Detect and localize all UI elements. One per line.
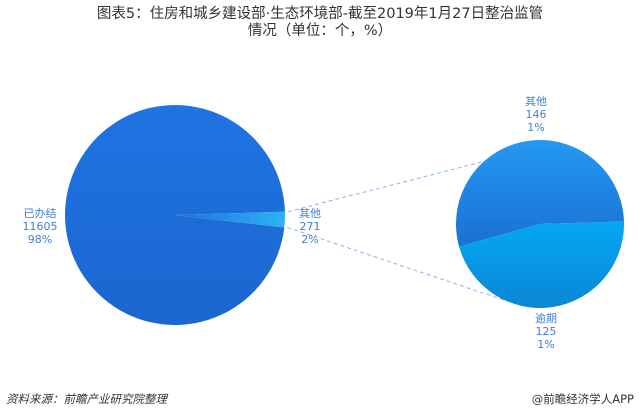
connector-lines bbox=[287, 160, 506, 301]
chart-title-text: 图表5：住房和城乡建设部·生态环境部-截至2019年1月27日整治监管情况（单位… bbox=[96, 6, 544, 39]
label-other-sub-percent: 1% bbox=[527, 121, 545, 134]
label-other-sub-value: 146 bbox=[525, 108, 547, 121]
label-overdue: 逾期 125 1% bbox=[526, 312, 566, 351]
label-completed-name: 已办结 bbox=[23, 207, 57, 220]
label-overdue-percent: 1% bbox=[537, 338, 555, 351]
pie-slice-other-sub bbox=[456, 139, 624, 247]
label-other-sub-name: 其他 bbox=[525, 95, 547, 108]
secondary-pie bbox=[456, 139, 624, 308]
source-note: 资料来源：前瞻产业研究院整理 bbox=[6, 392, 167, 406]
pie-slice-completed bbox=[64, 104, 285, 325]
main-pie bbox=[64, 104, 285, 325]
connector-line-bottom bbox=[287, 226, 506, 301]
label-completed-value: 11605 bbox=[22, 220, 58, 233]
label-overdue-name: 逾期 bbox=[535, 312, 557, 325]
label-other-main-name: 其他 bbox=[299, 207, 321, 220]
pie-slice-other bbox=[175, 211, 285, 228]
chart-title: 图表5：住房和城乡建设部·生态环境部-截至2019年1月27日整治监管情况（单位… bbox=[0, 6, 640, 40]
connector-line-top bbox=[287, 160, 485, 213]
pie-slice-overdue bbox=[459, 221, 624, 308]
label-completed-percent: 98% bbox=[27, 233, 53, 246]
label-overdue-value: 125 bbox=[535, 325, 557, 338]
label-other-main-percent: 2% bbox=[301, 233, 319, 246]
label-completed: 已办结 11605 98% bbox=[18, 207, 62, 246]
label-other-sub: 其他 146 1% bbox=[516, 95, 556, 134]
label-other-main-value: 271 bbox=[299, 220, 321, 233]
label-other-main: 其他 271 2% bbox=[290, 207, 330, 246]
brand-credit: @前瞻经济学人APP bbox=[531, 392, 634, 406]
